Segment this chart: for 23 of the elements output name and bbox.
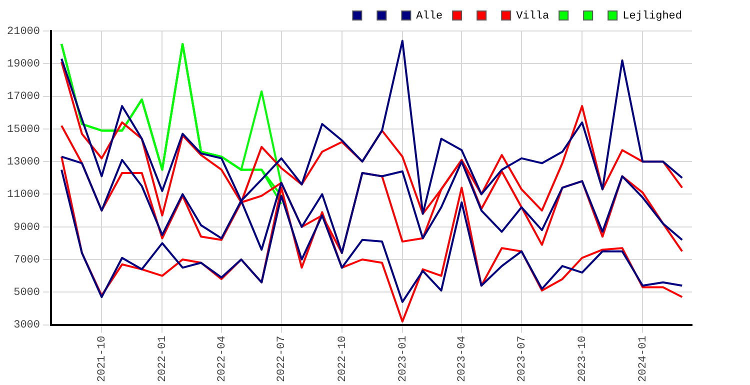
legend-label: Villa	[516, 10, 550, 22]
x-tick-label: 2022-01	[157, 335, 170, 382]
x-tick-label: 2024-01	[638, 335, 650, 382]
y-tick-label: 5000	[14, 287, 40, 300]
y-tick-label: 21000	[6, 26, 40, 38]
y-tick-label: 15000	[6, 124, 40, 136]
x-tick-label: 2022-10	[336, 336, 349, 382]
y-tick-label: 3000	[14, 320, 40, 332]
y-tick-label: 7000	[14, 254, 40, 266]
x-tick-label: 2023-01	[397, 335, 410, 382]
x-tick-label: 2023-07	[516, 336, 528, 382]
legend-label: Lejlighed	[622, 10, 682, 22]
y-tick-label: 17000	[6, 91, 40, 104]
y-tick-label: 9000	[14, 222, 40, 234]
x-tick-label: 2021-10	[96, 336, 109, 382]
x-tick-label: 2022-04	[216, 335, 228, 382]
y-tick-label: 11000	[6, 189, 40, 202]
y-tick-label: 13000	[6, 156, 40, 168]
y-tick-label: 19000	[6, 58, 40, 71]
x-tick-label: 2023-04	[456, 335, 469, 382]
legend-label: Alle	[416, 10, 443, 22]
x-tick-label: 2023-10	[577, 336, 590, 382]
x-tick-label: 2022-07	[276, 336, 288, 382]
